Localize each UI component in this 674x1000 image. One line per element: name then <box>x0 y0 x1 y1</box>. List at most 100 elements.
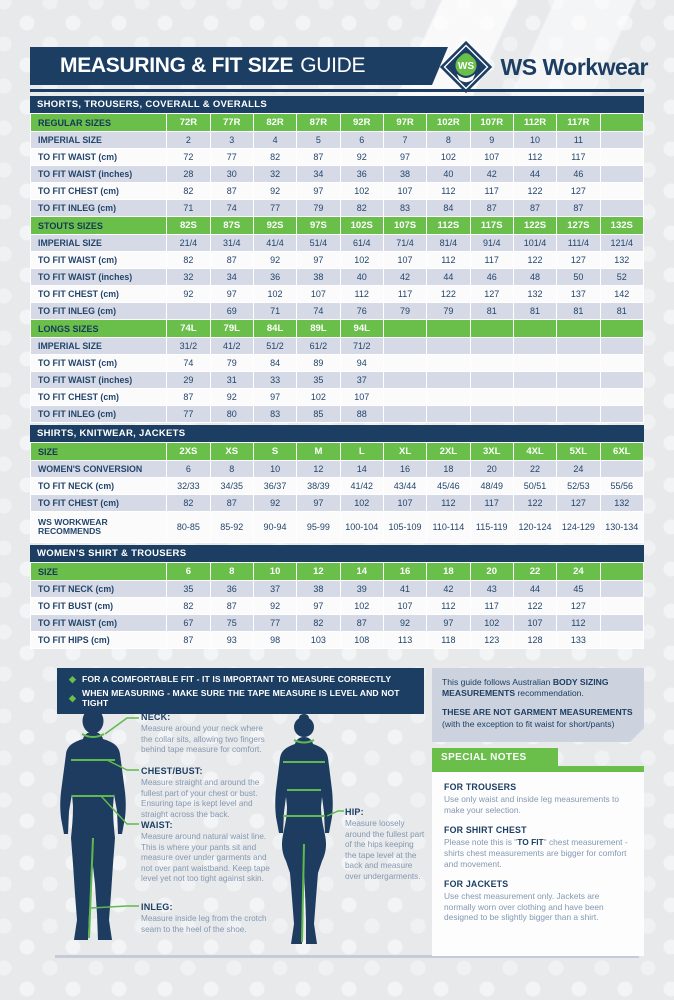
value-cell <box>427 372 470 388</box>
annotation-text: Measure around your neck where the colla… <box>141 724 265 754</box>
value-cell: 44 <box>427 269 470 285</box>
value-cell: 82 <box>167 495 210 511</box>
row-label: TO FIT CHEST (cm) <box>31 389 167 405</box>
value-cell: 48 <box>513 269 557 285</box>
note-paragraph: THESE ARE NOT GARMENT MEASUREMENTS (with … <box>442 707 633 729</box>
value-cell: 108 <box>340 632 383 648</box>
size-header-cell: XS <box>210 443 253 460</box>
value-cell: 71 <box>253 303 297 319</box>
value-cell: 133 <box>557 632 600 648</box>
special-note-text: Use chest measurement only. Jackets are … <box>444 890 604 923</box>
value-cell: 77 <box>167 406 210 422</box>
value-cell: 110-114 <box>427 512 470 542</box>
size-header-cell: L <box>340 443 383 460</box>
value-cell: 87 <box>470 200 513 216</box>
annotation-chest-bust: CHEST/BUST: Measure straight and around … <box>141 766 271 820</box>
size-group-label: SIZE <box>31 563 167 580</box>
value-cell: 97 <box>427 615 470 631</box>
row-label: TO FIT WAIST (cm) <box>31 149 167 165</box>
value-cell: 87 <box>557 200 600 216</box>
value-cell: 80 <box>210 406 253 422</box>
size-header-cell: 16 <box>383 563 427 580</box>
value-cell: 14 <box>340 461 383 477</box>
value-cell: 74 <box>210 200 253 216</box>
value-cell <box>470 406 513 422</box>
row-label: TO FIT BUST (cm) <box>31 598 167 614</box>
size-group-label: SIZE <box>31 443 167 460</box>
value-cell: 34 <box>297 166 340 182</box>
size-table: REGULAR SIZES 72R 77R 82R 87R 92R 97R 102R 107R 1… <box>30 113 644 423</box>
value-cell: 112 <box>427 183 470 199</box>
value-cell: 112 <box>340 286 383 302</box>
value-cell: 92 <box>383 615 427 631</box>
value-cell: 107 <box>383 183 427 199</box>
value-cell: 36 <box>340 166 383 182</box>
size-header-row: STOUTS SIZES 82S 87S 92S 97S 102S 107S 112S 117S… <box>31 217 643 234</box>
size-header-cell: 92S <box>253 217 297 234</box>
value-cell: 51/4 <box>297 235 340 251</box>
special-notes-panel: FOR TROUSERS Use only waist and inside l… <box>432 766 644 956</box>
value-cell: 87 <box>167 632 210 648</box>
size-header-cell: 24 <box>557 563 600 580</box>
value-cell: 117 <box>383 286 427 302</box>
value-cell: 41 <box>383 581 427 597</box>
row-label: TO FIT WAIST (cm) <box>31 355 167 371</box>
value-cell <box>600 200 643 216</box>
size-header-cell: 117R <box>557 114 600 131</box>
value-cell: 92 <box>253 183 297 199</box>
value-cell <box>600 355 643 371</box>
value-cell: 137 <box>557 286 600 302</box>
value-cell <box>557 372 600 388</box>
value-cell: 32 <box>167 269 210 285</box>
special-note-heading: FOR JACKETS <box>444 878 509 889</box>
size-header-cell: 14 <box>340 563 383 580</box>
size-tables: SHORTS, TROUSERS, COVERALL & OVERALLS REG… <box>30 96 644 651</box>
value-cell: 3 <box>210 132 253 148</box>
size-group-label: STOUTS SIZES <box>31 217 167 234</box>
value-cell: 111/4 <box>557 235 600 251</box>
value-cell <box>557 406 600 422</box>
value-cell <box>383 406 427 422</box>
size-header-cell <box>557 320 600 337</box>
value-cell <box>383 338 427 354</box>
value-cell: 67 <box>167 615 210 631</box>
value-cell: 38/39 <box>297 478 340 494</box>
value-cell: 81/4 <box>427 235 470 251</box>
annotation-label: HIP: <box>345 807 364 817</box>
value-cell: 45 <box>557 581 600 597</box>
value-cell: 127 <box>557 495 600 511</box>
value-cell: 142 <box>600 286 643 302</box>
value-cell: 41/42 <box>340 478 383 494</box>
table-row: TO FIT WAIST (inches) 28 30 32 34 36 38 40 42 44 4… <box>31 166 643 182</box>
value-cell: 100-104 <box>340 512 383 542</box>
value-cell: 72 <box>167 149 210 165</box>
value-cell <box>427 406 470 422</box>
value-cell: 38 <box>297 581 340 597</box>
value-cell <box>470 355 513 371</box>
size-header-cell: 77R <box>210 114 253 131</box>
size-header-row: SIZE 2XS XS S M L XL 2XL 3XL 4XL 5XL 6XL <box>31 443 643 460</box>
value-cell: 97 <box>297 183 340 199</box>
size-group-label: LONGS SIZES <box>31 320 167 337</box>
value-cell: 36/37 <box>253 478 297 494</box>
size-header-cell <box>470 320 513 337</box>
value-cell: 4 <box>253 132 297 148</box>
row-label: TO FIT CHEST (cm) <box>31 495 167 511</box>
annotation-waist: WAIST: Measure around natural waist line… <box>141 820 271 885</box>
value-cell: 87 <box>297 149 340 165</box>
row-label: TO FIT WAIST (inches) <box>31 269 167 285</box>
table-section: SHORTS, TROUSERS, COVERALL & OVERALLS REG… <box>30 96 644 423</box>
size-header-cell: 87S <box>210 217 253 234</box>
value-cell: 122 <box>427 286 470 302</box>
value-cell: 115-119 <box>470 512 513 542</box>
svg-text:WS: WS <box>457 61 474 72</box>
value-cell <box>600 581 643 597</box>
value-cell: 87 <box>340 615 383 631</box>
value-cell: 117 <box>470 252 513 268</box>
size-header-cell: 117S <box>470 217 513 234</box>
value-cell: 102 <box>253 286 297 302</box>
value-cell: 9 <box>470 132 513 148</box>
value-cell: 33 <box>253 372 297 388</box>
value-cell: 37 <box>253 581 297 597</box>
size-header-cell: 107R <box>470 114 513 131</box>
